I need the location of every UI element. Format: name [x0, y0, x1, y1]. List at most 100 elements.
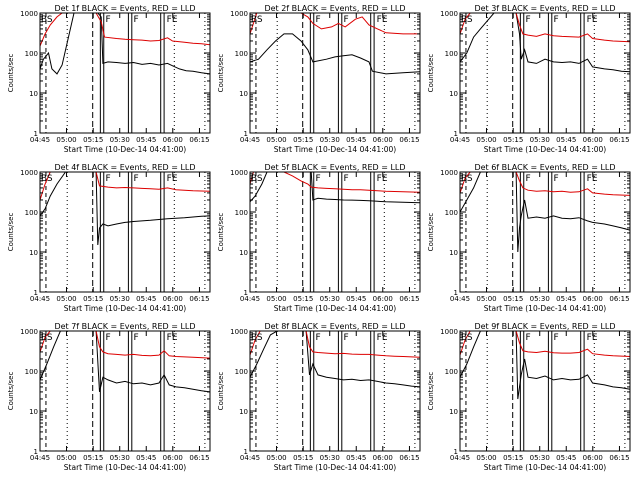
y-axis-label: Counts/sec: [7, 54, 15, 93]
events-series-line: [460, 13, 630, 73]
flag-marker-label: F: [554, 174, 559, 184]
flag-marker-label: F: [525, 333, 530, 343]
plot-frame: [459, 171, 631, 293]
plot-frame: [249, 171, 421, 293]
x-tick-label: 04:45: [30, 136, 50, 144]
x-tick-label: 05:00: [56, 454, 76, 462]
y-tick-label: 10: [449, 90, 458, 98]
plot-frame: [459, 330, 631, 452]
y-tick-label: 1: [244, 448, 248, 456]
flag-marker-label: BS: [461, 333, 473, 343]
x-tick-label: 05:15: [293, 454, 313, 462]
x-tick-label: 05:30: [320, 454, 340, 462]
x-tick-label: 04:45: [240, 454, 260, 462]
y-tick-label: 100: [25, 50, 38, 58]
flag-marker-label: F: [315, 174, 320, 184]
x-tick-label: 05:45: [346, 454, 366, 462]
x-tick-label: 05:30: [530, 295, 550, 303]
lld-series-line: [40, 13, 210, 47]
x-tick-label: 06:00: [583, 454, 603, 462]
x-tick-label: 05:30: [110, 454, 130, 462]
x-axis-label: Start Time (10-Dec-14 04:41:00): [274, 145, 396, 154]
y-tick-label: 1000: [20, 169, 38, 177]
x-tick-label: 04:45: [450, 454, 470, 462]
x-tick-label: 05:00: [476, 454, 496, 462]
y-tick-label: 1: [454, 130, 458, 138]
x-tick-label: 05:30: [530, 454, 550, 462]
flag-marker-label: FE: [377, 174, 388, 184]
x-tick-label: 06:00: [373, 136, 393, 144]
plot-frame: [39, 171, 211, 293]
y-tick-label: 1000: [440, 10, 458, 18]
plot-frame: [459, 12, 631, 134]
x-tick-label: 05:15: [503, 136, 523, 144]
x-axis-label: Start Time (10-Dec-14 04:41:00): [64, 463, 186, 472]
y-tick-label: 10: [449, 408, 458, 416]
panel-title: Det 5f BLACK = Events, RED = LLD: [264, 163, 405, 172]
y-tick-label: 1000: [230, 169, 248, 177]
flag-marker-label: FE: [587, 15, 598, 25]
events-series-line: [250, 331, 420, 388]
x-tick-label: 05:30: [110, 136, 130, 144]
x-tick-label: 04:45: [30, 295, 50, 303]
y-axis-label: Counts/sec: [217, 54, 225, 93]
flag-marker-label: F: [315, 15, 320, 25]
y-tick-label: 100: [445, 368, 458, 376]
x-tick-label: 04:45: [240, 136, 260, 144]
x-tick-label: 05:45: [346, 295, 366, 303]
y-tick-label: 1: [244, 289, 248, 297]
x-axis-label: Start Time (10-Dec-14 04:41:00): [274, 463, 396, 472]
x-tick-label: 05:30: [320, 136, 340, 144]
flag-marker-label: BS: [41, 15, 53, 25]
x-axis-label: Start Time (10-Dec-14 04:41:00): [484, 304, 606, 313]
y-tick-label: 1000: [230, 328, 248, 336]
lld-series-line: [40, 331, 210, 359]
events-series-line: [250, 33, 420, 75]
x-tick-label: 05:00: [476, 136, 496, 144]
lld-series-line: [250, 13, 420, 35]
x-tick-label: 05:15: [83, 454, 103, 462]
panel-det-8: Det 8f BLACK = Events, RED = LLD 1 10 100 10…: [217, 322, 421, 472]
panel-det-7: Det 7f BLACK = Events, RED = LLD 1 10 100 10…: [7, 322, 211, 472]
x-tick-label: 06:15: [609, 454, 629, 462]
x-axis-label: Start Time (10-Dec-14 04:41:00): [484, 463, 606, 472]
y-tick-label: 10: [239, 408, 248, 416]
x-tick-label: 05:15: [83, 295, 103, 303]
x-tick-label: 05:15: [83, 136, 103, 144]
y-tick-label: 1000: [440, 328, 458, 336]
flag-marker-label: F: [105, 15, 110, 25]
flag-marker-label: F: [525, 15, 530, 25]
flag-marker-label: FE: [587, 174, 598, 184]
flag-marker-label: F: [105, 174, 110, 184]
plot-frame: [39, 12, 211, 134]
panel-title: Det 8f BLACK = Events, RED = LLD: [264, 322, 405, 331]
x-tick-label: 05:00: [56, 136, 76, 144]
flag-marker-label: FE: [587, 333, 598, 343]
x-tick-label: 05:45: [556, 454, 576, 462]
x-tick-label: 05:30: [320, 295, 340, 303]
flag-marker-label: F: [134, 15, 139, 25]
x-tick-label: 06:00: [583, 295, 603, 303]
x-tick-label: 06:15: [399, 136, 419, 144]
y-tick-label: 1: [34, 448, 38, 456]
y-tick-label: 10: [29, 90, 38, 98]
x-tick-label: 06:00: [583, 136, 603, 144]
lld-series-line: [460, 172, 630, 196]
y-axis-label: Counts/sec: [427, 54, 435, 93]
y-tick-label: 100: [235, 209, 248, 217]
events-series-line: [460, 331, 630, 400]
x-tick-label: 06:15: [399, 454, 419, 462]
x-tick-label: 06:15: [399, 295, 419, 303]
y-tick-label: 1000: [440, 169, 458, 177]
panel-title: Det 4f BLACK = Events, RED = LLD: [54, 163, 195, 172]
x-tick-label: 06:00: [163, 295, 183, 303]
x-tick-label: 05:45: [556, 136, 576, 144]
flag-marker-label: F: [315, 333, 320, 343]
x-tick-label: 05:15: [503, 295, 523, 303]
x-tick-label: 06:00: [373, 454, 393, 462]
lld-series-line: [250, 172, 420, 193]
flag-marker-label: F: [134, 174, 139, 184]
y-axis-label: Counts/sec: [217, 372, 225, 411]
events-series-line: [250, 172, 420, 204]
